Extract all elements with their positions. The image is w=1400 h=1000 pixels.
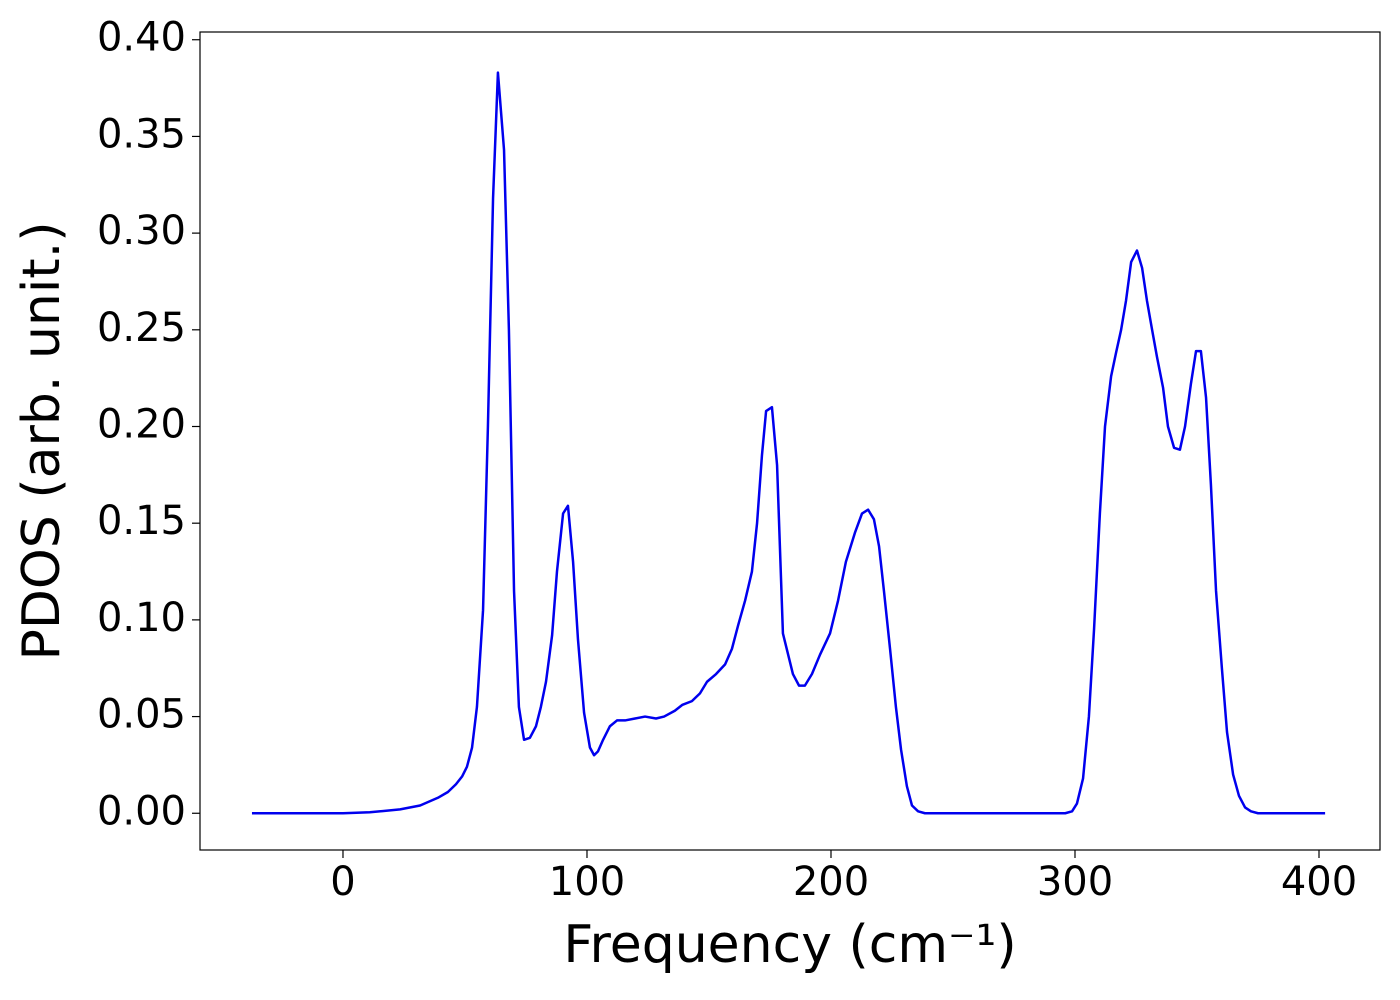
y-tick-label: 0.30 — [97, 208, 186, 254]
y-tick-label: 0.10 — [97, 595, 186, 641]
y-tick-label: 0.20 — [97, 401, 186, 447]
y-axis-label: PDOS (arb. unit.) — [12, 221, 72, 660]
line — [251, 71, 1326, 815]
x-tick-label: 100 — [549, 859, 625, 905]
x-tick-label: 0 — [330, 859, 355, 905]
plot-frame — [199, 31, 1381, 851]
x-tick-label: 300 — [1037, 859, 1113, 905]
y-tick-label: 0.40 — [97, 15, 186, 61]
y-tick-label: 0.05 — [97, 692, 186, 738]
x-axis-label: Frequency (cm⁻¹) — [563, 915, 1016, 975]
y-tick-label: 0.35 — [97, 111, 186, 157]
y-tick-label: 0.25 — [97, 305, 186, 351]
x-tick-label: 200 — [793, 859, 869, 905]
x-tick-label: 400 — [1281, 859, 1357, 905]
y-tick-label: 0.00 — [97, 788, 186, 834]
y-tick-label: 0.15 — [97, 498, 186, 544]
